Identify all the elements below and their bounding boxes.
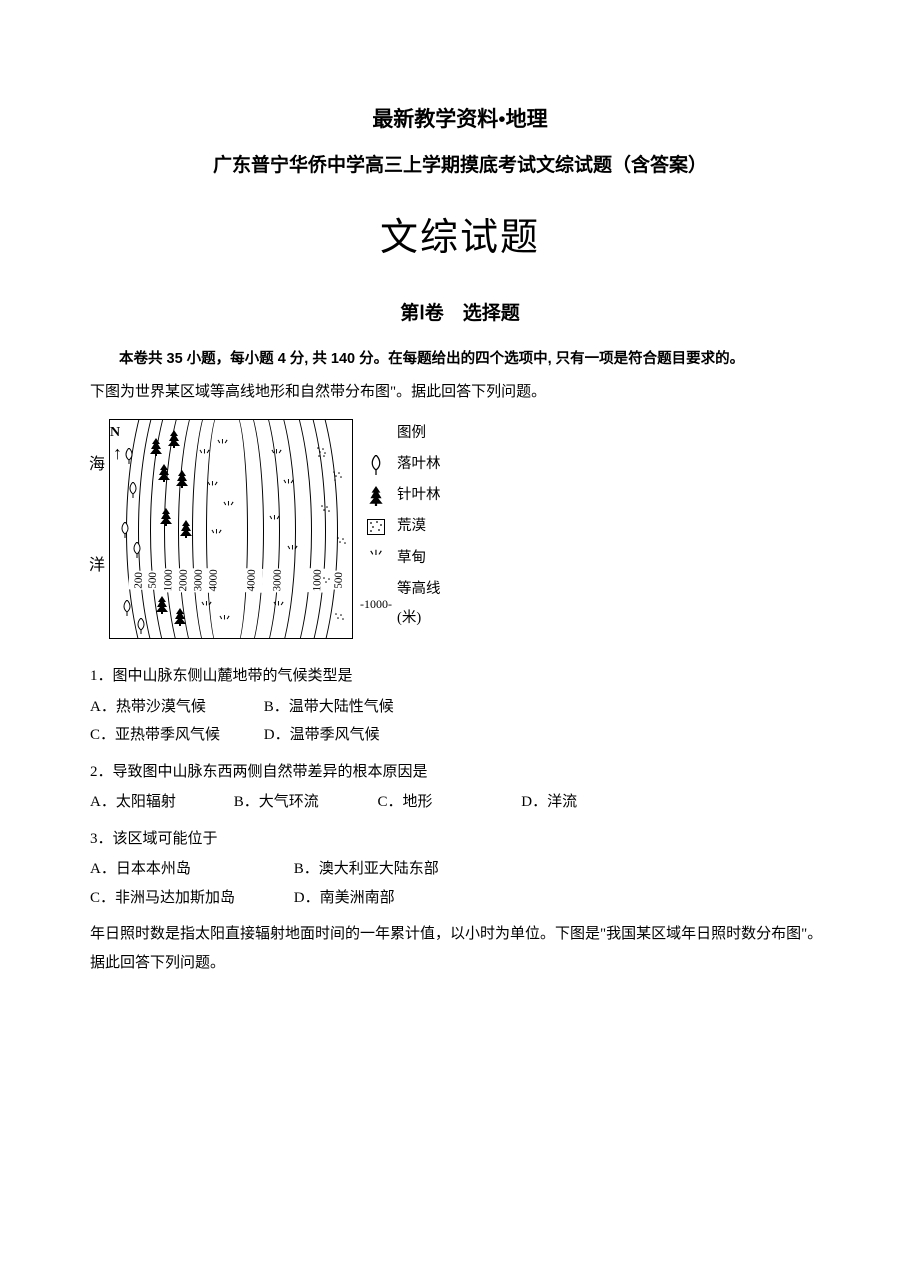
contour-3000b: 3000 bbox=[267, 568, 289, 593]
deciduous-icon bbox=[128, 480, 138, 496]
steppe-icon: ⺌ bbox=[268, 510, 281, 535]
q3-opt-b: B．澳大利亚大陆东部 bbox=[294, 855, 439, 884]
q2-opt-b: B．大气环流 bbox=[234, 788, 374, 817]
q3-options: A．日本本州岛 B．澳大利亚大陆东部 C．非洲马达加斯加岛 D．南美洲南部 bbox=[90, 855, 830, 912]
header-source: 广东普宁华侨中学高三上学期摸底考试文综试题（含答案） bbox=[90, 148, 830, 184]
map-figure: 海 洋 N ↑ 200 500 1000 2000 3000 4000 4000… bbox=[90, 414, 460, 642]
desert-icon bbox=[332, 464, 344, 476]
steppe-icon: ⺌ bbox=[282, 474, 295, 499]
steppe-icon: ⺌ bbox=[286, 540, 299, 565]
conifer-icon bbox=[150, 438, 162, 456]
desert-icon bbox=[322, 570, 334, 582]
q2-opt-a: A．太阳辐射 bbox=[90, 788, 230, 817]
contour-4000: 4000 bbox=[203, 568, 225, 593]
question-1: 1．图中山脉东侧山麓地带的气候类型是 bbox=[90, 662, 830, 691]
deciduous-icon bbox=[136, 616, 146, 632]
legend-desert: 荒漠 bbox=[397, 512, 426, 541]
steppe-icon: ⺌ bbox=[200, 596, 213, 621]
steppe-icon: ⺌ bbox=[216, 434, 229, 459]
deciduous-icon bbox=[120, 520, 130, 536]
conifer-icon bbox=[176, 470, 188, 488]
legend: 图例 落叶林 针叶林 荒漠 ⺌ 草甸 -1000- 等高线(米) bbox=[363, 419, 459, 635]
steppe-icon: ⺌ bbox=[363, 543, 389, 573]
q1-opt-b: B．温带大陆性气候 bbox=[264, 693, 394, 722]
q1-opt-d: D．温带季风气候 bbox=[264, 721, 380, 750]
ocean-label: 洋 bbox=[89, 551, 105, 581]
q2-opt-d: D．洋流 bbox=[521, 788, 577, 817]
desert-icon bbox=[320, 498, 332, 510]
q2-opt-c: C．地形 bbox=[378, 788, 518, 817]
conifer-icon bbox=[180, 520, 192, 538]
legend-title: 图例 bbox=[397, 419, 426, 448]
q1-opt-a: A．热带沙漠气候 bbox=[90, 693, 260, 722]
passage-2: 年日照时数是指太阳直接辐射地面时间的一年累计值，以小时为单位。下图是"我国某区域… bbox=[90, 920, 830, 977]
q2-stem: 导致图中山脉东西两侧自然带差异的根本原因是 bbox=[113, 764, 428, 780]
legend-contour: 等高线(米) bbox=[397, 575, 459, 633]
conifer-icon bbox=[160, 508, 172, 526]
contour-4000b: 4000 bbox=[241, 568, 263, 593]
conifer-icon bbox=[174, 608, 186, 626]
q1-stem: 图中山脉东侧山麓地带的气候类型是 bbox=[113, 668, 353, 684]
desert-icon bbox=[334, 606, 346, 618]
section-title: 第Ⅰ卷 选择题 bbox=[90, 296, 830, 332]
conifer-icon bbox=[156, 596, 168, 614]
steppe-icon: ⺌ bbox=[270, 444, 283, 469]
deciduous-icon bbox=[132, 540, 142, 556]
deciduous-icon bbox=[122, 598, 132, 614]
contour-example: -1000- bbox=[363, 592, 389, 616]
question-2: 2．导致图中山脉东西两侧自然带差异的根本原因是 bbox=[90, 758, 830, 787]
conifer-icon bbox=[168, 430, 180, 448]
desert-icon bbox=[363, 519, 389, 535]
q2-num: 2． bbox=[90, 764, 113, 780]
steppe-icon: ⺌ bbox=[210, 524, 223, 549]
q1-options: A．热带沙漠气候 B．温带大陆性气候 C．亚热带季风气候 D．温带季风气候 bbox=[90, 693, 830, 750]
q3-opt-d: D．南美洲南部 bbox=[294, 884, 395, 913]
desert-icon bbox=[316, 440, 328, 452]
q3-stem: 该区域可能位于 bbox=[113, 831, 218, 847]
legend-conifer: 针叶林 bbox=[397, 481, 441, 510]
q3-opt-a: A．日本本州岛 bbox=[90, 855, 290, 884]
q3-opt-c: C．非洲马达加斯加岛 bbox=[90, 884, 290, 913]
legend-steppe: 草甸 bbox=[397, 544, 426, 573]
conifer-icon bbox=[158, 464, 170, 482]
q1-num: 1． bbox=[90, 668, 113, 684]
q3-num: 3． bbox=[90, 831, 113, 847]
main-title: 文综试题 bbox=[90, 202, 830, 274]
passage-1: 下图为世界某区域等高线地形和自然带分布图"。据此回答下列问题。 bbox=[90, 378, 830, 407]
north-arrow-icon: ↑ bbox=[113, 436, 122, 470]
q2-options: A．太阳辐射 B．大气环流 C．地形 D．洋流 bbox=[90, 788, 830, 817]
steppe-icon: ⺌ bbox=[218, 610, 231, 635]
steppe-icon: ⺌ bbox=[206, 476, 219, 501]
steppe-icon: ⺌ bbox=[222, 496, 235, 521]
header-subject: 最新教学资料•地理 bbox=[90, 100, 830, 140]
legend-deciduous: 落叶林 bbox=[397, 450, 441, 479]
map-box: N ↑ 200 500 1000 2000 3000 4000 4000 300… bbox=[109, 419, 353, 639]
deciduous-icon bbox=[124, 446, 134, 462]
conifer-icon bbox=[363, 486, 389, 506]
instruction-text: 本卷共 35 小题，每小题 4 分, 共 140 分。在每题给出的四个选项中, … bbox=[90, 346, 830, 374]
steppe-icon: ⺌ bbox=[272, 596, 285, 621]
sea-label: 海 bbox=[89, 455, 107, 476]
question-3: 3．该区域可能位于 bbox=[90, 825, 830, 854]
desert-icon bbox=[336, 530, 348, 542]
deciduous-icon bbox=[363, 455, 389, 475]
q1-opt-c: C．亚热带季风气候 bbox=[90, 721, 260, 750]
steppe-icon: ⺌ bbox=[198, 444, 211, 469]
